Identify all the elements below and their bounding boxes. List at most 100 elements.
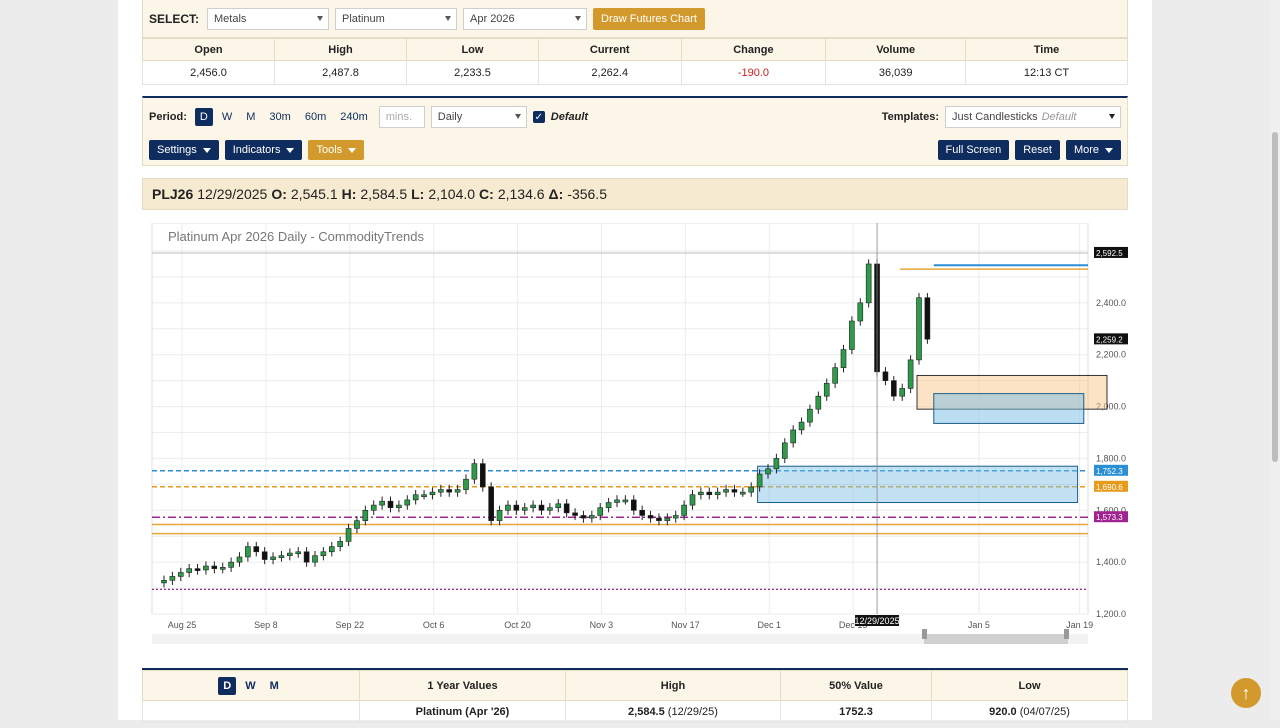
zone-blue-2 [933, 393, 1085, 424]
page-container: SELECT: Metals Platinum Apr 2026 Draw Fu… [118, 0, 1152, 723]
scroll-to-top-button[interactable]: ↑ [1231, 678, 1261, 708]
candle-up [865, 263, 872, 304]
ohlc-h-label: H: [341, 186, 357, 202]
minutes-input[interactable]: mins. [378, 106, 425, 128]
quote-table: Open High Low Current Change Volume Time 2,456… [142, 38, 1128, 85]
y-tick-label: 2,200.0 [1096, 350, 1126, 360]
candle-down [580, 515, 587, 519]
scrollbar-thumb[interactable] [1272, 132, 1278, 462]
ohlc-l-label: L: [411, 186, 425, 202]
candle-up [547, 507, 553, 511]
period-btn-60m[interactable]: 60m [304, 111, 327, 123]
caret-down-icon [514, 114, 521, 119]
candle-up [362, 509, 369, 521]
plot-area [151, 222, 1089, 615]
commodity-dropdown[interactable]: Platinum [335, 7, 458, 30]
bottom-period-btn-w[interactable]: W [245, 679, 256, 692]
category-value: Metals [214, 12, 247, 25]
template-dropdown[interactable]: Just Candlesticks Default [945, 106, 1121, 128]
x-tick-label: Nov 17 [671, 620, 700, 630]
caret-down-icon [1105, 147, 1113, 153]
candle-up [589, 515, 595, 519]
x-tick-label: Aug 25 [168, 620, 197, 630]
bottom-period-btn-d[interactable]: D [218, 676, 237, 695]
candle-down [563, 503, 570, 514]
period-bar: Period: D W M 30m 60m 240m mins. Daily ✓ Defa… [142, 96, 1128, 166]
quote-value-time: 12:13 CT [965, 60, 1128, 85]
ohlc-c-label: C: [479, 186, 494, 202]
template-tag: Default [1041, 111, 1077, 123]
page-scrollbar[interactable] [1270, 0, 1280, 720]
candle-up [396, 504, 402, 508]
price-flag-label: 1,690.6 [1096, 483, 1123, 492]
candle-up [320, 551, 327, 556]
candle-up [765, 468, 771, 475]
candle-up [773, 458, 780, 470]
period-btn-w[interactable]: W [221, 111, 233, 123]
price-flag-label: 2,592.5 [1096, 249, 1123, 258]
candle-up [270, 556, 276, 560]
draw-chart-button[interactable]: Draw Futures Chart [593, 7, 705, 30]
price-chart[interactable]: Aug 25 Sep 8 Sep 22 Oct 6 Oct 20 Nov 3 Nov 17 D… [142, 222, 1128, 647]
category-dropdown[interactable]: Metals [207, 7, 330, 30]
y-tick-label: 2,400.0 [1096, 298, 1126, 308]
period-buttons: D W M 30m 60m 240m [194, 108, 373, 126]
contract-dropdown[interactable]: Apr 2026 [463, 7, 588, 30]
candle-up [672, 515, 679, 519]
candle-up [555, 503, 562, 508]
price-flag [1094, 246, 1128, 258]
settings-button[interactable]: Settings [149, 140, 219, 160]
row-low: 920.0 (04/07/25) [931, 700, 1128, 723]
col-year-values: 1 Year Values [359, 670, 566, 701]
candle-up [597, 507, 604, 516]
bottom-period-btn-m[interactable]: M [269, 679, 279, 692]
empty-cell [142, 700, 360, 723]
candle-up [429, 491, 436, 496]
candle-down [924, 297, 931, 340]
candle-up [412, 494, 419, 501]
quote-header-open: Open [142, 38, 275, 61]
ohlc-close: 2,134.6 [497, 186, 545, 202]
period-btn-d[interactable]: D [194, 108, 213, 126]
interval-dropdown[interactable]: Daily [430, 106, 527, 128]
default-checkbox[interactable]: ✓ [532, 111, 545, 123]
candle-down [630, 499, 637, 511]
chart-svg[interactable]: Aug 25 Sep 8 Sep 22 Oct 6 Oct 20 Nov 3 Nov 17 D… [142, 222, 1128, 647]
candle-up [312, 555, 318, 563]
more-button[interactable]: More [1065, 140, 1121, 160]
candle-down [706, 491, 713, 496]
tools-button[interactable]: Tools [308, 140, 365, 160]
candle-down [647, 515, 654, 519]
candle-up [530, 504, 536, 508]
indicators-button[interactable]: Indicators [224, 140, 303, 160]
y-tick-label: 1,200.0 [1096, 609, 1126, 619]
ohlc-o-label: O: [271, 186, 287, 202]
candle-down [639, 509, 645, 516]
candle-up [404, 499, 411, 506]
row-name: Platinum (Apr '26) [359, 700, 566, 723]
reset-button[interactable]: Reset [1015, 140, 1060, 160]
period-btn-m[interactable]: M [246, 111, 256, 123]
candle-up [161, 579, 167, 584]
candle-up [815, 395, 822, 410]
candle-up [614, 499, 620, 503]
candle-down [538, 504, 545, 511]
candle-up [463, 478, 469, 490]
candle-up [622, 499, 629, 503]
candle-up [840, 349, 847, 368]
candle-up [328, 546, 335, 553]
period-btn-240m[interactable]: 240m [340, 111, 368, 123]
candle-down [513, 504, 520, 511]
candle-up [857, 302, 864, 322]
full-screen-button[interactable]: Full Screen [937, 140, 1010, 160]
templates-label: Templates: [881, 111, 939, 123]
candle-up [798, 421, 805, 431]
x-tick-label: Oct 6 [423, 620, 445, 630]
quote-value-current: 2,262.4 [537, 60, 682, 85]
candle-up [345, 528, 352, 542]
period-btn-30m[interactable]: 30m [269, 111, 291, 123]
contract-value: Apr 2026 [470, 12, 515, 25]
indicators-label: Indicators [232, 144, 281, 156]
